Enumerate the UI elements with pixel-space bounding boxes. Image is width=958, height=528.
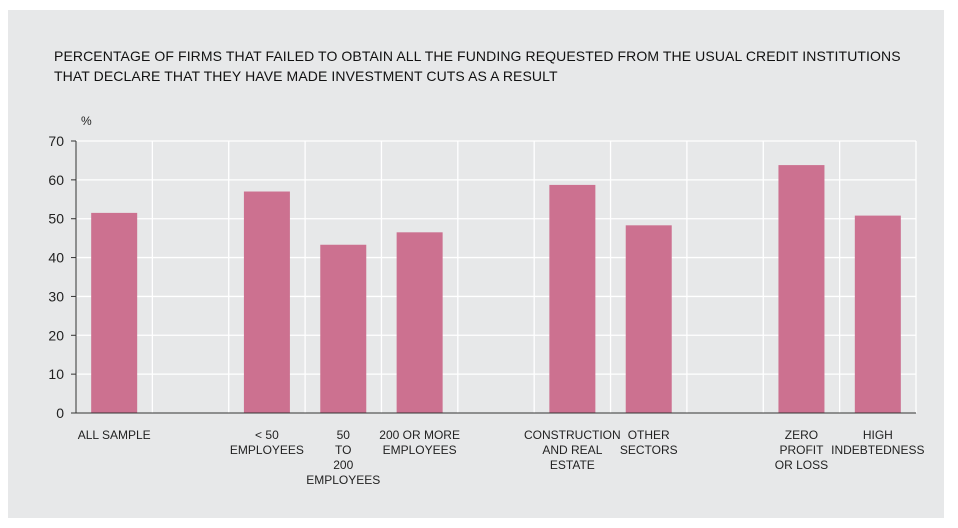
y-tick-label: 70 xyxy=(48,133,64,149)
x-tick-label: < 50 EMPLOYEES xyxy=(230,428,304,457)
bars xyxy=(91,165,901,413)
y-tick-label: 30 xyxy=(48,288,64,304)
y-tick-label: 60 xyxy=(48,172,64,188)
y-tick-label: 0 xyxy=(56,405,64,421)
axes xyxy=(71,140,916,414)
bar xyxy=(396,232,443,413)
x-tick-label: HIGH INDEBTEDNESS xyxy=(831,428,924,457)
x-tick-label: ZERO PROFIT OR LOSS xyxy=(775,428,828,472)
bar xyxy=(778,165,825,413)
y-tick-label: 50 xyxy=(48,211,64,227)
bar xyxy=(91,212,138,413)
bar xyxy=(549,184,596,413)
bar xyxy=(854,215,901,413)
y-tick-label: 10 xyxy=(48,366,64,382)
y-axis-unit-label: % xyxy=(81,114,92,128)
x-tick-label: CONSTRUCTION AND REAL ESTATE xyxy=(524,428,621,472)
gridlines xyxy=(76,140,917,413)
y-tick-label: 40 xyxy=(48,250,64,266)
x-tick-label: 50 TO 200 EMPLOYEES xyxy=(306,428,380,487)
x-tick-label: 200 OR MORE EMPLOYEES xyxy=(379,428,460,457)
x-tick-label: ALL SAMPLE xyxy=(78,428,151,442)
x-tick-label: OTHER SECTORS xyxy=(620,428,678,457)
chart-title: PERCENTAGE OF FIRMS THAT FAILED TO OBTAI… xyxy=(54,48,901,84)
y-tick-labels: 0 10 20 30 40 50 60 70 xyxy=(48,133,64,421)
y-tick-label: 20 xyxy=(48,327,64,343)
bar xyxy=(625,225,672,413)
bar xyxy=(243,191,290,413)
bar xyxy=(320,244,367,413)
